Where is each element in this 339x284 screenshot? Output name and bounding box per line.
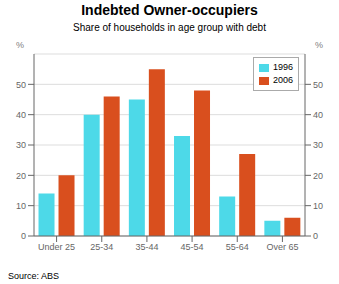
html-text:Source: ABS: Source: ABS (8, 271, 59, 281)
svg-text:%: % (315, 40, 323, 50)
svg-text:%: % (16, 40, 24, 50)
svg-text:50: 50 (16, 80, 26, 90)
svg-text:40: 40 (313, 110, 323, 120)
svg-text:20: 20 (16, 171, 26, 181)
svg-text:35-44: 35-44 (135, 242, 158, 252)
svg-text:Over 65: Over 65 (266, 242, 298, 252)
svg-text:30: 30 (16, 140, 26, 150)
svg-text:20: 20 (313, 171, 323, 181)
svg-text:45-54: 45-54 (181, 242, 204, 252)
svg-text:0: 0 (21, 231, 26, 241)
html-text:1996: 1996 (273, 62, 293, 72)
html-text:Share of households in age gro: Share of households in age group with de… (73, 22, 266, 33)
svg-text:10: 10 (16, 201, 26, 211)
svg-text:Under 25: Under 25 (38, 242, 75, 252)
svg-text:25-34: 25-34 (90, 242, 113, 252)
html-text:Indebted Owner-occupiers: Indebted Owner-occupiers (81, 2, 258, 18)
svg-text:40: 40 (16, 110, 26, 120)
html-text:2006: 2006 (273, 75, 293, 85)
svg-text:10: 10 (313, 201, 323, 211)
svg-text:30: 30 (313, 140, 323, 150)
svg-text:50: 50 (313, 80, 323, 90)
svg-text:55-64: 55-64 (226, 242, 249, 252)
svg-text:0: 0 (313, 231, 318, 241)
